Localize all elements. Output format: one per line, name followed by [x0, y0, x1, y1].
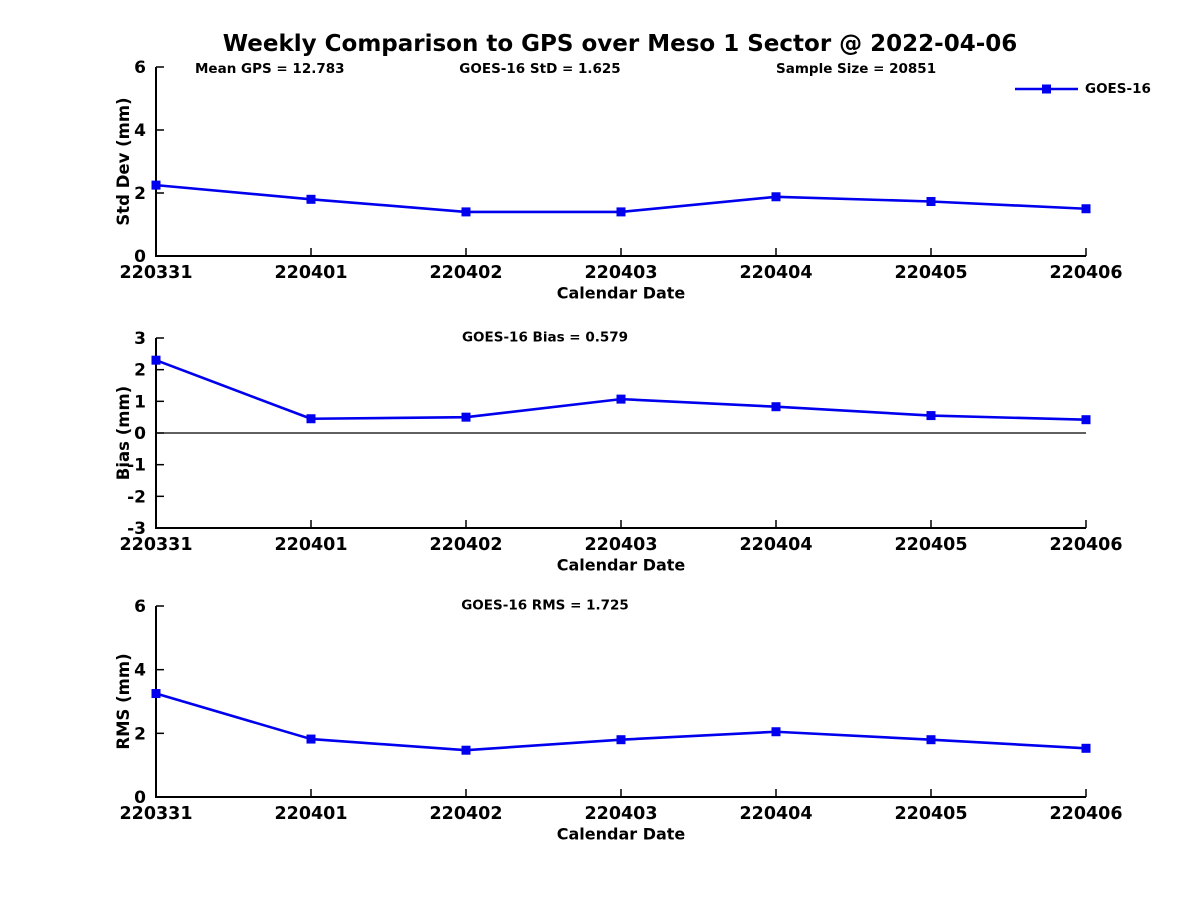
data-point-marker — [461, 412, 471, 422]
x-tick-label: 220331 — [119, 535, 192, 555]
data-point-marker — [1081, 415, 1091, 425]
data-point-marker — [616, 735, 626, 745]
data-point-marker — [306, 194, 316, 204]
x-tick-label: 220405 — [894, 263, 967, 283]
x-tick-label: 220406 — [1049, 804, 1122, 824]
x-tick-label: 220404 — [739, 263, 812, 283]
data-point-marker — [926, 411, 936, 421]
x-axis-label: Calendar Date — [557, 284, 686, 303]
x-tick-label: 220401 — [274, 535, 347, 555]
data-point-marker — [926, 197, 936, 207]
x-tick-label: 220401 — [274, 804, 347, 824]
annotation-sample-size: Sample Size = 20851 — [776, 61, 937, 77]
x-tick-label: 220403 — [584, 804, 657, 824]
chart-title: GOES-16 Bias = 0.579 — [462, 330, 628, 346]
y-axis-label: Bias (mm) — [114, 386, 133, 480]
y-tick-label: 2 — [134, 724, 146, 744]
x-tick-label: 220331 — [119, 804, 192, 824]
y-axis-label: Std Dev (mm) — [114, 97, 133, 225]
y-tick-label: 4 — [134, 121, 146, 141]
data-point-marker — [771, 192, 781, 202]
x-tick-label: 220404 — [739, 535, 812, 555]
x-tick-label: 220402 — [429, 263, 502, 283]
y-axis-label: RMS (mm) — [114, 653, 133, 749]
x-tick-label: 220331 — [119, 263, 192, 283]
y-tick-label: 0 — [134, 424, 146, 444]
legend-label: GOES-16 — [1085, 81, 1151, 97]
x-tick-label: 220402 — [429, 804, 502, 824]
x-tick-label: 220401 — [274, 263, 347, 283]
annotation-mean-gps: Mean GPS = 12.783 — [195, 61, 345, 77]
data-point-marker — [306, 414, 316, 424]
x-tick-label: 220405 — [894, 535, 967, 555]
x-tick-label: 220405 — [894, 804, 967, 824]
x-tick-label: 220404 — [739, 804, 812, 824]
data-point-marker — [461, 745, 471, 755]
y-tick-label: -1 — [127, 456, 146, 476]
y-tick-label: -2 — [127, 487, 146, 507]
data-point-marker — [1081, 743, 1091, 753]
data-point-marker — [151, 180, 161, 190]
series-line — [155, 358, 1087, 421]
y-tick-label: 6 — [134, 597, 146, 617]
y-tick-label: 6 — [134, 58, 146, 78]
annotation-goes16-std: GOES-16 StD = 1.625 — [459, 61, 621, 77]
figure-title: Weekly Comparison to GPS over Meso 1 Sec… — [222, 31, 1018, 57]
axis-spine — [155, 606, 1086, 798]
data-point-marker — [616, 207, 626, 217]
data-point-marker — [151, 355, 161, 365]
data-point-marker — [461, 207, 471, 217]
y-tick-label: 2 — [134, 361, 146, 381]
y-tick-label: 0 — [134, 788, 146, 808]
data-point-marker — [771, 402, 781, 412]
data-point-marker — [926, 735, 936, 745]
data-point-marker — [306, 734, 316, 744]
y-tick-label: 4 — [134, 661, 146, 681]
x-tick-label: 220403 — [584, 263, 657, 283]
y-tick-label: 3 — [134, 329, 146, 349]
x-tick-label: 220406 — [1049, 535, 1122, 555]
legend-marker-icon — [1042, 84, 1051, 94]
x-axis-label: Calendar Date — [557, 556, 686, 575]
y-tick-label: -3 — [127, 519, 146, 539]
data-point-marker — [616, 394, 626, 404]
data-point-marker — [1081, 204, 1091, 214]
y-tick-label: 2 — [134, 184, 146, 204]
x-tick-label: 220402 — [429, 535, 502, 555]
chart-title: GOES-16 RMS = 1.725 — [461, 598, 629, 614]
x-tick-label: 220406 — [1049, 263, 1122, 283]
x-tick-label: 220403 — [584, 535, 657, 555]
data-point-marker — [771, 727, 781, 737]
y-tick-label: 1 — [134, 392, 146, 412]
axis-spine — [155, 67, 1086, 257]
data-point-marker — [151, 689, 161, 699]
y-tick-label: 0 — [134, 247, 146, 267]
x-axis-label: Calendar Date — [557, 825, 686, 844]
